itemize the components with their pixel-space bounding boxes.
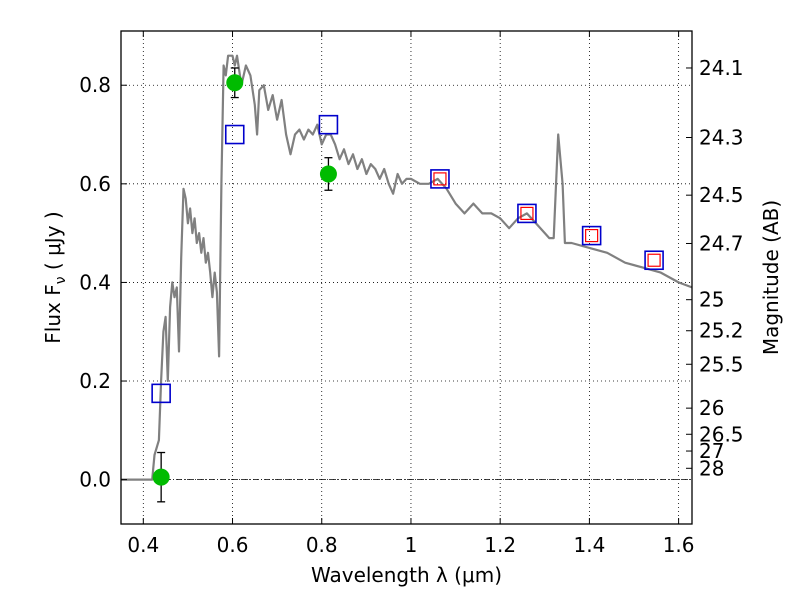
x-tick-label: 1.2 [484,533,516,557]
model-square-marker [644,250,664,271]
y-axis-label: Flux Fν ( μJy ) [41,211,69,343]
photometry-point [152,468,170,486]
y-axis-label-subscript: ν [53,276,69,284]
small-square-marker [585,228,599,243]
y-axis-label-unit: ( μJy ) [41,211,65,276]
model-square-marker [151,383,171,404]
small-square-marker [647,253,661,267]
right-axis-label: Magnitude (AB) [759,200,783,355]
right-tick-label: 26.5 [699,422,744,446]
y-tick-label: 0.0 [79,468,111,492]
right-tick-label: 24.5 [699,183,744,207]
photometry-point [226,74,244,92]
x-tick-label: 0.8 [306,533,338,557]
model-square-marker [318,114,339,135]
y-axis-label-main: Flux F [41,284,65,343]
tick-layer: 0.4 0.6 0.8 1 1.2 1.4 1.6 0.0 0.2 0.4 0.6 0.8 24.1 24… [79,31,744,557]
right-tick-label: 27 [699,439,724,463]
right-tick-label: 25.2 [699,319,744,343]
x-tick-label: 1 [405,533,418,557]
plot-frame [120,30,693,525]
y-tick-label: 0.2 [79,369,111,393]
right-tick-label: 24.1 [699,56,744,80]
y-tick-label: 0.6 [79,172,111,196]
right-tick-label: 28 [699,456,724,480]
right-tick-label: 26 [699,396,724,420]
x-tick-label: 1.4 [573,533,605,557]
model-square-marker [517,203,537,224]
right-tick-label: 25 [699,288,724,312]
small-square-marker [433,172,447,186]
grid-layer [121,31,692,524]
small-square-marker [520,206,534,221]
marker-layer [151,67,664,503]
model-square-marker [430,169,450,189]
x-tick-label: 0.4 [127,533,159,557]
y-tick-label: 0.4 [79,270,111,294]
right-tick-label: 25.5 [699,352,744,376]
model-square-marker [224,124,245,145]
spectrum-line [121,54,693,481]
spectrum-layer [121,54,693,481]
x-tick-label: 0.6 [217,533,249,557]
x-axis-label: Wavelength λ (μm) [311,563,502,587]
x-tick-label: 1.6 [663,533,695,557]
y-tick-label: 0.8 [79,73,111,97]
right-tick-label: 24.3 [699,125,744,149]
right-tick-label: 24.7 [699,231,744,255]
model-square-marker [581,225,602,246]
photometry-point [319,165,337,183]
